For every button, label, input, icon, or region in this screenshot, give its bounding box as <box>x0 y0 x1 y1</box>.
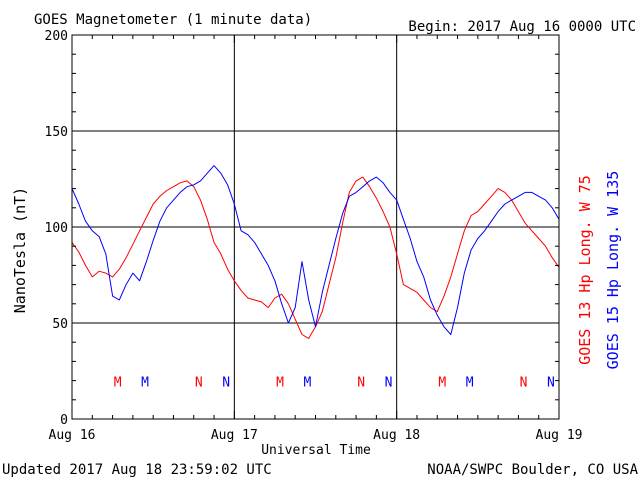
annotation-m: M <box>276 375 284 390</box>
series-layer <box>71 165 560 339</box>
series-line-goes13 <box>71 176 560 339</box>
x-tick-label: Aug 19 <box>536 428 583 443</box>
annotation-n: N <box>222 375 230 390</box>
series-label-goes13: GOES 13 Hp Long. W 75 <box>576 175 594 365</box>
annotation-m: M <box>466 375 474 390</box>
y-tick-label: 200 <box>45 29 68 44</box>
grid-lines <box>72 35 559 419</box>
x-axis-label: Universal Time <box>261 443 371 458</box>
annotation-m: M <box>438 375 446 390</box>
updated-time: Updated 2017 Aug 18 23:59:02 UTC <box>2 462 272 478</box>
axis-ticks: 0 50 100 150 200 Aug 16 Aug 17 Aug 18 Aug 19 <box>45 29 583 443</box>
begin-time: Begin: 2017 Aug 16 0000 UTC <box>408 19 636 35</box>
y-tick-label: 150 <box>45 125 68 140</box>
credit: NOAA/SWPC Boulder, CO USA <box>427 462 638 478</box>
annotation-n: N <box>520 375 528 390</box>
annotation-n: N <box>357 375 365 390</box>
x-tick-label: Aug 17 <box>211 428 258 443</box>
annotation-m: M <box>141 375 149 390</box>
x-tick-label: Aug 16 <box>49 428 96 443</box>
y-tick-label: 50 <box>52 317 68 332</box>
y-tick-label: 0 <box>60 413 68 428</box>
annotation-n: N <box>195 375 203 390</box>
y-tick-label: 100 <box>45 221 68 236</box>
annotation-n: N <box>547 375 555 390</box>
annotation-n: N <box>385 375 393 390</box>
plot-area: M M N N M M N N M M N N 0 50 100 150 200 Aug 16 Aug 17 Aug… <box>45 29 583 443</box>
series-line-goes15 <box>71 165 560 335</box>
annotation-m: M <box>114 375 122 390</box>
series-label-goes15: GOES 15 Hp Long. W 135 <box>604 171 622 370</box>
annotation-m: M <box>303 375 311 390</box>
y-axis-label: NanoTesla (nT) <box>11 187 29 313</box>
x-tick-label: Aug 18 <box>373 428 420 443</box>
chart-title: GOES Magnetometer (1 minute data) <box>34 12 312 28</box>
